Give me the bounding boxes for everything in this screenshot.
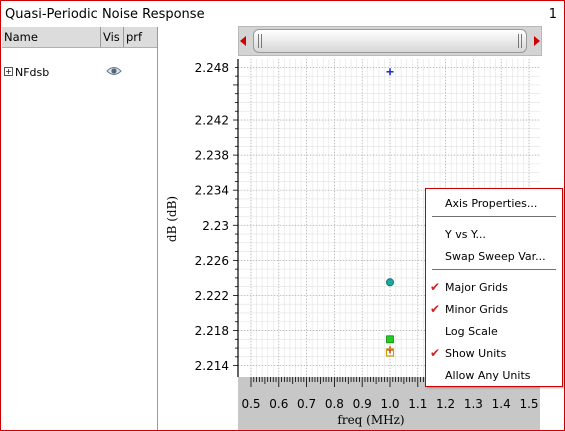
menu-item-allow-any-units[interactable]: Allow Any Units xyxy=(445,369,531,382)
checkmark-icon: ✔ xyxy=(430,346,441,360)
y-axis-label: dB (dB) xyxy=(165,196,179,242)
eye-icon[interactable] xyxy=(106,66,122,76)
column-vis[interactable]: Vis xyxy=(103,30,120,44)
y-tick-label: 2.214 xyxy=(195,359,229,373)
x-tick-label: 1.0 xyxy=(380,397,399,411)
menu-item-y-vs-y[interactable]: Y vs Y... xyxy=(445,228,486,241)
x-axis-label: freq (MHz) xyxy=(337,413,404,427)
menu-item-show-units[interactable]: Show Units xyxy=(445,347,507,360)
grip-left-icon xyxy=(261,34,262,48)
panel-number: 1 xyxy=(548,7,557,22)
x-tick-label: 0.9 xyxy=(353,397,372,411)
y-tick-label: 2.218 xyxy=(195,324,229,338)
data-point xyxy=(386,346,394,354)
data-point xyxy=(385,278,394,287)
arrow-left-icon[interactable] xyxy=(240,36,246,46)
expand-icon[interactable]: + xyxy=(4,67,13,76)
data-point xyxy=(385,348,395,357)
x-tick-label: 1.1 xyxy=(408,397,427,411)
menu-separator xyxy=(432,216,556,217)
column-prf[interactable]: prf xyxy=(126,30,143,44)
y-tick-label: 2.238 xyxy=(195,149,229,163)
x-tick-label: 1.4 xyxy=(492,397,511,411)
scrollbar-thumb[interactable] xyxy=(253,29,527,53)
grip-right-icon xyxy=(518,34,519,48)
x-tick-label: 1.2 xyxy=(436,397,455,411)
menu-item-swap-sweep-var[interactable]: Swap Sweep Var... xyxy=(445,250,546,263)
arrow-right-icon[interactable] xyxy=(534,36,540,46)
window-title: Quasi-Periodic Noise Response xyxy=(5,7,205,22)
menu-item-minor-grids[interactable]: Minor Grids xyxy=(445,303,509,316)
sidebar-divider xyxy=(157,27,158,430)
column-divider xyxy=(123,27,124,47)
y-tick-label: 2.234 xyxy=(195,184,229,198)
menu-item-major-grids[interactable]: Major Grids xyxy=(445,281,508,294)
horizontal-scrollbar[interactable] xyxy=(238,26,542,56)
x-tick-label: 0.5 xyxy=(241,397,260,411)
grip-right-icon xyxy=(521,34,522,48)
grip-left-icon xyxy=(258,34,259,48)
trace-list-header: Name Vis prf xyxy=(2,27,157,48)
x-tick-label: 0.7 xyxy=(297,397,316,411)
y-tick-label: 2.226 xyxy=(195,254,229,268)
x-tick-label: 1.5 xyxy=(519,397,538,411)
menu-item-log-scale[interactable]: Log Scale xyxy=(445,325,498,338)
menu-separator xyxy=(432,269,556,270)
context-menu: Axis Properties... Y vs Y... Swap Sweep … xyxy=(425,188,563,387)
y-tick-label: 2.248 xyxy=(195,61,229,75)
y-axis-ticks xyxy=(233,66,238,367)
checkmark-icon: ✔ xyxy=(430,280,441,294)
y-tick-label: 2.242 xyxy=(195,114,229,128)
x-tick-label: 0.8 xyxy=(325,397,344,411)
column-name[interactable]: Name xyxy=(4,30,38,44)
y-tick-label: 2.222 xyxy=(195,289,229,303)
column-divider xyxy=(100,27,101,47)
checkmark-icon: ✔ xyxy=(430,302,441,316)
data-point xyxy=(386,335,394,344)
x-tick-label: 0.6 xyxy=(269,397,288,411)
menu-item-axis-properties[interactable]: Axis Properties... xyxy=(445,197,538,210)
data-point xyxy=(386,68,394,76)
trace-item-nfdsb[interactable]: NFdsb xyxy=(15,66,50,79)
y-tick-label: 2.23 xyxy=(202,219,229,233)
x-tick-label: 1.3 xyxy=(464,397,483,411)
